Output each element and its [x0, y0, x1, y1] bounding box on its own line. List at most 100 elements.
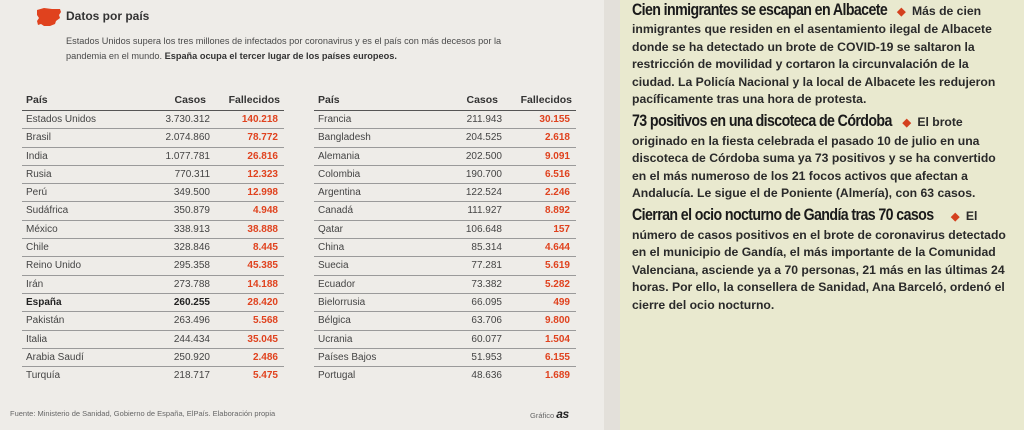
- table-row: Turquía 218.717 5.475: [22, 366, 284, 384]
- cases-cell: 338.913: [173, 223, 210, 235]
- deaths-cell: 499: [553, 296, 570, 308]
- cases-cell: 211.943: [466, 114, 502, 125]
- deaths-cell: 5.619: [544, 260, 570, 272]
- news-headline: Cien inmigrantes se escapan en Albacete: [632, 1, 888, 19]
- header-country: País: [26, 94, 48, 106]
- country-table-right: País Casos Fallecidos Francia 211.943 30.1…: [314, 92, 576, 384]
- deaths-cell: 12.323: [247, 168, 278, 180]
- deaths-cell: 28.420: [247, 296, 278, 308]
- deaths-cell: 35.045: [247, 333, 278, 345]
- cases-cell: 3.730.312: [165, 114, 211, 125]
- source-note: Fuente: Ministerio de Sanidad, Gobierno …: [10, 409, 276, 418]
- deaths-cell: 1.504: [544, 333, 570, 345]
- table-row: Estados Unidos 3.730.312 140.218: [22, 110, 284, 128]
- news-headline: 73 positivos en una discoteca de Córdoba: [632, 112, 892, 131]
- cases-cell: 244.434: [173, 333, 210, 345]
- table-row: Reino Unido 295.358 45.385: [22, 256, 284, 274]
- table-row: Bangladesh 204.525 2.618: [314, 128, 576, 146]
- table-row: Bélgica 63.706 9.800: [314, 311, 576, 329]
- table-row: Arabia Saudí 250.920 2.486: [22, 347, 284, 366]
- deaths-cell: 38.888: [247, 223, 278, 235]
- section-intro: Estados Unidos supera los tres millones …: [66, 34, 536, 64]
- country-cell: Bélgica: [318, 315, 351, 327]
- deaths-cell: 1.689: [544, 370, 570, 382]
- cases-cell: 204.525: [465, 132, 502, 144]
- country-cell: Ucrania: [318, 333, 353, 345]
- table-row: Países Bajos 51.953 6.155: [314, 347, 576, 366]
- country-cell: Italia: [26, 333, 48, 345]
- deaths-cell: 9.800: [544, 315, 570, 327]
- table-row: Portugal 48.636 1.689: [314, 366, 576, 384]
- table-row: España 260.255 28.420: [22, 292, 284, 311]
- deaths-cell: 9.091: [544, 150, 570, 162]
- table-row: Francia 211.943 30.155: [314, 110, 576, 128]
- country-cell: Francia: [318, 114, 352, 125]
- table-row: Brasil 2.074.860 78.772: [22, 128, 284, 146]
- header-deaths: Fallecidos: [228, 94, 280, 106]
- cases-cell: 73.382: [471, 278, 502, 290]
- country-cell: Perú: [26, 187, 48, 199]
- deaths-cell: 140.218: [241, 114, 278, 125]
- table-row: Colombia 190.700 6.516: [314, 164, 576, 183]
- country-cell: Canadá: [318, 205, 354, 217]
- cases-cell: 350.879: [173, 205, 210, 217]
- country-table-left: País Casos Fallecidos Estados Unidos 3.73…: [22, 92, 284, 384]
- deaths-cell: 8.445: [252, 242, 278, 254]
- cases-cell: 85.314: [471, 242, 502, 254]
- table-row: Irán 273.788 14.188: [22, 274, 284, 293]
- country-cell: Argentina: [318, 187, 361, 199]
- table-row: Ucrania 60.077 1.504: [314, 329, 576, 348]
- country-cell: Qatar: [318, 223, 344, 235]
- country-cell: India: [26, 150, 48, 162]
- deaths-cell: 4.948: [252, 205, 278, 217]
- table-row: China 85.314 4.644: [314, 238, 576, 256]
- country-cell: Suecia: [318, 260, 349, 272]
- column-gutter: [604, 0, 620, 430]
- table-row: India 1.077.781 26.816: [22, 146, 284, 165]
- cases-cell: 77.281: [471, 260, 502, 272]
- news-body: Más de cien inmigrantes que residen en e…: [632, 4, 996, 107]
- country-cell: Pakistán: [26, 315, 65, 327]
- news-body: El brote originado en la fiesta celebrad…: [632, 115, 996, 201]
- cases-cell: 190.700: [465, 168, 502, 180]
- table-row: Rusia 770.311 12.323: [22, 164, 284, 183]
- cases-cell: 770.311: [174, 168, 210, 180]
- news-item: Cien inmigrantes se escapan en Albacete …: [632, 1, 1008, 108]
- cases-cell: 66.095: [471, 296, 502, 308]
- country-cell: Portugal: [318, 370, 356, 382]
- deaths-cell: 5.568: [252, 315, 278, 327]
- header-country: País: [318, 94, 340, 106]
- country-cell: Colombia: [318, 168, 361, 180]
- table-header: País Casos Fallecidos: [22, 92, 284, 110]
- country-cell: China: [318, 242, 345, 254]
- diamond-bullet-icon: ◆: [897, 6, 906, 18]
- deaths-cell: 78.772: [247, 132, 278, 144]
- cases-cell: 60.077: [471, 333, 502, 345]
- deaths-cell: 4.644: [544, 242, 570, 254]
- cases-cell: 250.920: [173, 351, 210, 363]
- table-row: Qatar 106.648 157: [314, 219, 576, 238]
- intro-highlight: España ocupa el tercer lugar de los país…: [164, 51, 397, 61]
- deaths-cell: 30.155: [539, 114, 570, 125]
- table-row: Perú 349.500 12.998: [22, 183, 284, 201]
- cases-cell: 48.636: [471, 370, 502, 382]
- news-item: Cierran el ocio nocturno de Gandía tras …: [632, 207, 1008, 313]
- deaths-cell: 2.618: [544, 132, 570, 144]
- country-cell: Reino Unido: [26, 260, 82, 272]
- header-cases: Casos: [466, 94, 498, 106]
- cases-cell: 349.500: [173, 187, 210, 199]
- table-row: México 338.913 38.888: [22, 219, 284, 238]
- cases-cell: 263.496: [173, 315, 210, 327]
- cases-cell: 260.255: [173, 296, 210, 308]
- header-cases: Casos: [174, 94, 206, 106]
- table-header: País Casos Fallecidos: [314, 92, 576, 110]
- country-cell: Bangladesh: [318, 132, 371, 144]
- deaths-cell: 5.282: [544, 278, 570, 290]
- news-headline: Cierran el ocio nocturno de Gandía tras …: [632, 206, 934, 225]
- news-body: El número de casos positivos en el brote…: [632, 209, 1006, 312]
- deaths-cell: 2.246: [544, 187, 570, 199]
- cases-cell: 273.788: [173, 278, 210, 290]
- cases-cell: 63.706: [471, 315, 502, 327]
- table-row: Bielorrusia 66.095 499: [314, 292, 576, 311]
- deaths-cell: 12.998: [247, 187, 278, 199]
